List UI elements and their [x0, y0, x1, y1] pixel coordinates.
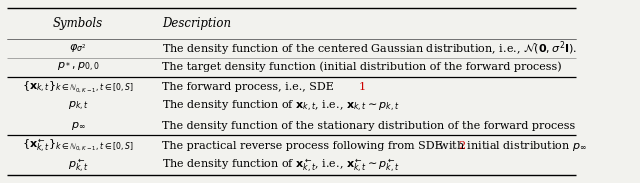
Text: The target density function (initial distribution of the forward process): The target density function (initial dis… — [163, 62, 562, 72]
Text: $p^{\leftarrow}_{k,t}$: $p^{\leftarrow}_{k,t}$ — [68, 157, 88, 174]
Text: 2: 2 — [458, 141, 465, 151]
Text: $p_{k,t}$: $p_{k,t}$ — [68, 100, 88, 113]
Text: The density function of the centered Gaussian distribution, i.e., $\mathcal{N}(\: The density function of the centered Gau… — [163, 39, 578, 58]
Text: with initial distribution $p_{\infty}$: with initial distribution $p_{\infty}$ — [435, 139, 588, 153]
Text: $\{\mathbf{x}_{k,t}\}_{k\in\mathbb{N}_{0,K-1},t\in[0,S]}$: $\{\mathbf{x}_{k,t}\}_{k\in\mathbb{N}_{0… — [22, 80, 134, 95]
Text: Description: Description — [163, 17, 232, 30]
Text: The density function of $\mathbf{x}^{\leftarrow}_{k,t}$, i.e., $\mathbf{x}^{\lef: The density function of $\mathbf{x}^{\le… — [163, 157, 400, 174]
Text: The practical reverse process following from SDE: The practical reverse process following … — [163, 141, 447, 151]
Text: $p_*, p_{0,0}$: $p_*, p_{0,0}$ — [57, 61, 99, 74]
Text: The density function of $\mathbf{x}_{k,t}$, i.e., $\mathbf{x}_{k,t} \sim p_{k,t}: The density function of $\mathbf{x}_{k,t… — [163, 99, 400, 115]
Text: $p_{\infty}$: $p_{\infty}$ — [70, 120, 85, 132]
Text: 1: 1 — [359, 82, 366, 92]
Text: $\varphi_{\sigma^2}$: $\varphi_{\sigma^2}$ — [69, 42, 87, 54]
Text: The density function of the stationary distribution of the forward process: The density function of the stationary d… — [163, 121, 575, 131]
Text: The forward process, i.e., SDE: The forward process, i.e., SDE — [163, 82, 338, 92]
Text: Symbols: Symbols — [53, 17, 103, 30]
Text: $\{\mathbf{x}^{\leftarrow}_{k,t}\}_{k\in\mathbb{N}_{0,K-1},t\in[0,S]}$: $\{\mathbf{x}^{\leftarrow}_{k,t}\}_{k\in… — [22, 137, 134, 154]
